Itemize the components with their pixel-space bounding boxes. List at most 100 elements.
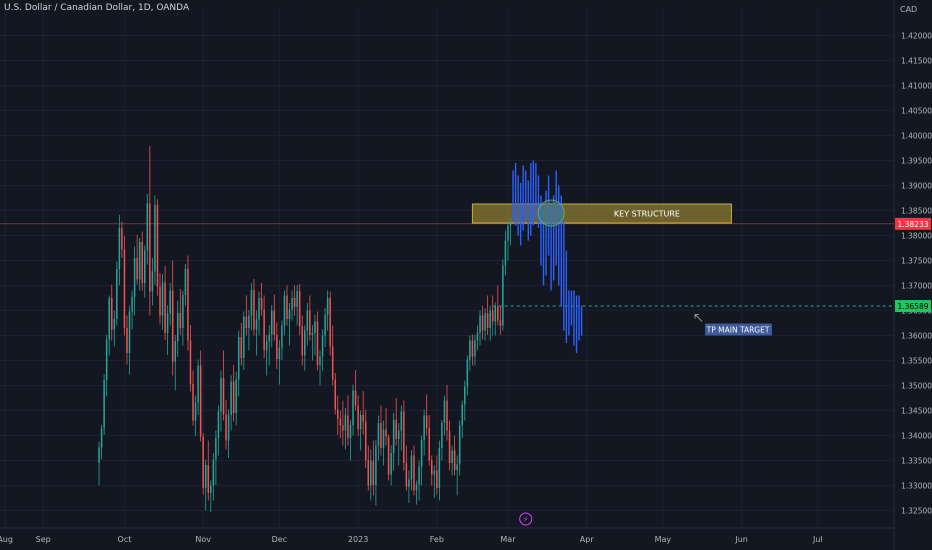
candle-body [451, 450, 453, 463]
candle-body [354, 390, 357, 406]
candle-body [286, 295, 288, 319]
price-tick-label: 1.39500 [901, 157, 932, 166]
time-tick-label: Feb [430, 535, 444, 544]
candle-body [420, 440, 423, 467]
candle-body [227, 415, 230, 441]
candle-body [278, 347, 281, 359]
candle-body [316, 321, 319, 365]
candle-body [337, 409, 339, 419]
candle-body [108, 298, 110, 340]
candle-body [489, 310, 491, 328]
candle-body [110, 298, 113, 330]
candle-body [149, 203, 151, 292]
candle-body [418, 466, 420, 485]
current-price-tag: 1.38233 [897, 220, 928, 229]
tp-arrow-icon [694, 314, 703, 322]
time-axis[interactable]: Aug Sep Oct Nov Dec 2023 Feb Mar Apr May Jun Jul ⚡ [0, 512, 894, 544]
candle-body [390, 453, 392, 475]
candle-body [476, 333, 479, 341]
candle-body [171, 290, 174, 362]
candle-body [479, 315, 481, 333]
lightning-icon: ⚡ [523, 515, 529, 524]
time-tick-label: Sep [36, 535, 51, 544]
candle-body [438, 448, 441, 488]
candle-body [232, 381, 235, 413]
candle-body [174, 341, 177, 362]
candle-body [367, 460, 370, 486]
candle-body [265, 341, 268, 351]
candle-body [397, 430, 400, 439]
target-price-tag: 1.36589 [897, 302, 928, 311]
candle-body [461, 404, 464, 426]
candle-body [276, 335, 278, 359]
candle-body [324, 315, 326, 336]
candle-body [428, 428, 430, 461]
candle-body [235, 379, 237, 413]
candle-body [237, 337, 240, 380]
time-tick-label: Oct [118, 535, 132, 544]
candle-body [240, 337, 243, 358]
candle-body [433, 470, 436, 475]
annotations: TP MAIN TARGET [537, 199, 773, 336]
price-tick-label: 1.41000 [901, 82, 932, 91]
candle-body [156, 205, 159, 287]
candle-body [329, 298, 331, 347]
candle-body [113, 319, 116, 330]
candle-body [230, 381, 232, 415]
candle-body [385, 429, 387, 437]
candle-body [288, 309, 291, 319]
price-tick-label: 1.39000 [901, 182, 932, 191]
price-tick-label: 1.38000 [901, 232, 932, 241]
candle-body [359, 415, 362, 429]
candle-body [484, 313, 486, 331]
candle-body [339, 419, 342, 426]
candle-body [415, 484, 418, 491]
chart-title: U.S. Dollar / Canadian Dollar, 1D, OANDA [4, 3, 190, 13]
candle-body [486, 313, 489, 328]
candle-body [128, 311, 131, 353]
candle-body [133, 258, 136, 297]
candle-body [164, 282, 166, 333]
candle-body [456, 464, 458, 470]
price-tick-label: 1.33500 [901, 457, 932, 466]
candle-body [298, 291, 301, 327]
candle-body [306, 310, 309, 331]
candle-body [283, 295, 286, 326]
price-tick-label: 1.42000 [901, 32, 932, 41]
highlight-circle [537, 199, 565, 227]
candle-body [413, 455, 415, 491]
candle-body [458, 425, 461, 465]
candle-body [197, 365, 199, 403]
candle-body [494, 306, 497, 322]
candle-body [497, 306, 499, 321]
candle-body [380, 423, 382, 448]
price-axis[interactable]: CAD 1.42000 1.41500 1.41000 1.40500 1.40000 1.… [893, 0, 932, 550]
candle-body [430, 460, 433, 475]
candle-body [121, 228, 123, 250]
candle-body [293, 298, 296, 307]
candle-body [215, 438, 217, 460]
candle-body [469, 340, 471, 360]
price-tick-label: 1.41500 [901, 57, 932, 66]
candle-body [504, 240, 507, 266]
candle-body [403, 411, 405, 463]
candle-body [248, 315, 250, 328]
price-tick-label: 1.35500 [901, 357, 932, 366]
candle-body [166, 313, 169, 333]
candle-body [509, 224, 512, 226]
price-tick-label: 1.38500 [901, 207, 932, 216]
candle-body [448, 430, 451, 463]
price-axis-bg [894, 0, 932, 550]
price-tick-label: 1.36000 [901, 332, 932, 341]
tp-label-text: TP MAIN TARGET [706, 326, 770, 335]
price-tick-label: 1.35000 [901, 382, 932, 391]
target-price-tag-box [895, 300, 931, 313]
candle-body [408, 479, 410, 487]
candle-body [225, 414, 227, 441]
projection-bars [512, 160, 583, 353]
candle-body [309, 310, 311, 335]
candle-body [116, 269, 118, 319]
